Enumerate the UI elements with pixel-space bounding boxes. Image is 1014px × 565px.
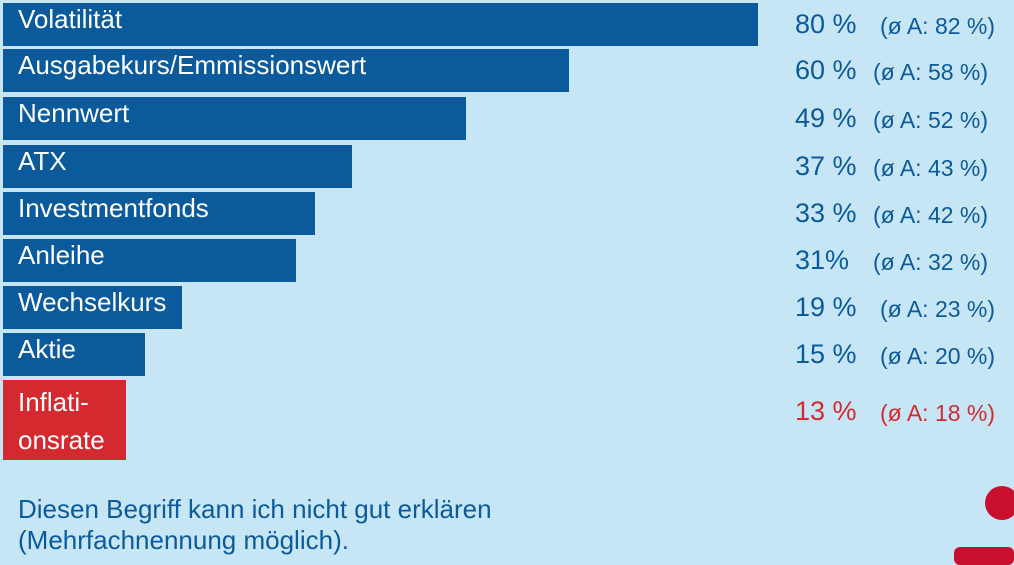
bar-1: Volatilität <box>3 3 759 46</box>
value-label-2: 60 % <box>795 55 857 85</box>
average-label-2: (ø A: 58 %) <box>873 59 989 85</box>
bar-2: Ausgabekurs/Emmissionswert <box>3 49 570 92</box>
bar-3: Nennwert <box>3 97 466 140</box>
bar-label-9: Inflati- onsrate <box>18 387 105 455</box>
bar-label-8: Aktie <box>18 334 76 364</box>
average-label-3: (ø A: 52 %) <box>873 107 989 133</box>
footnote: Diesen Begriff kann ich nicht gut erklär… <box>18 494 492 556</box>
bar-6: Anleihe <box>3 239 296 282</box>
footnote-line-1: Diesen Begriff kann ich nicht gut erklär… <box>18 494 492 524</box>
value-label-7: 19 % <box>795 292 857 322</box>
bar-label-1: Volatilität <box>18 4 123 34</box>
bar-8: Aktie <box>3 333 145 376</box>
value-label-6: 31% <box>795 245 850 275</box>
average-label-9: (ø A: 18 %) <box>880 400 996 426</box>
average-label-5: (ø A: 42 %) <box>873 202 989 228</box>
value-label-8: 15 % <box>795 339 857 369</box>
bar-label-6: Anleihe <box>18 240 105 270</box>
bar-label-4: ATX <box>18 146 67 176</box>
bar-5: Investmentfonds <box>3 192 315 235</box>
value-label-3: 49 % <box>795 103 857 133</box>
value-label-5: 33 % <box>795 198 857 228</box>
bar-label-7: Wechselkurs <box>18 287 167 317</box>
value-label-4: 37 % <box>795 151 857 181</box>
savings-bank-logo-icon <box>954 486 1014 565</box>
average-label-1: (ø A: 82 %) <box>880 13 996 39</box>
bar-4: ATX <box>3 145 353 188</box>
value-label-1: 80 % <box>795 9 857 39</box>
average-label-6: (ø A: 32 %) <box>873 249 989 275</box>
bar-chart: Volatilität 80 % (ø A: 82 %) Ausgabekurs/Em… <box>3 3 996 460</box>
bar-label-2: Ausgabekurs/Emmissionswert <box>18 50 367 80</box>
bar-label-3: Nennwert <box>18 98 130 128</box>
average-label-4: (ø A: 43 %) <box>873 155 989 181</box>
average-label-8: (ø A: 20 %) <box>880 343 996 369</box>
value-label-9: 13 % <box>795 396 857 426</box>
bar-label-5: Investmentfonds <box>18 193 209 223</box>
bar-7: Wechselkurs <box>3 286 183 329</box>
bar-9: Inflati- onsrate <box>3 380 126 460</box>
average-label-7: (ø A: 23 %) <box>880 296 996 322</box>
footnote-line-2: (Mehrfachnennung möglich). <box>18 525 349 556</box>
